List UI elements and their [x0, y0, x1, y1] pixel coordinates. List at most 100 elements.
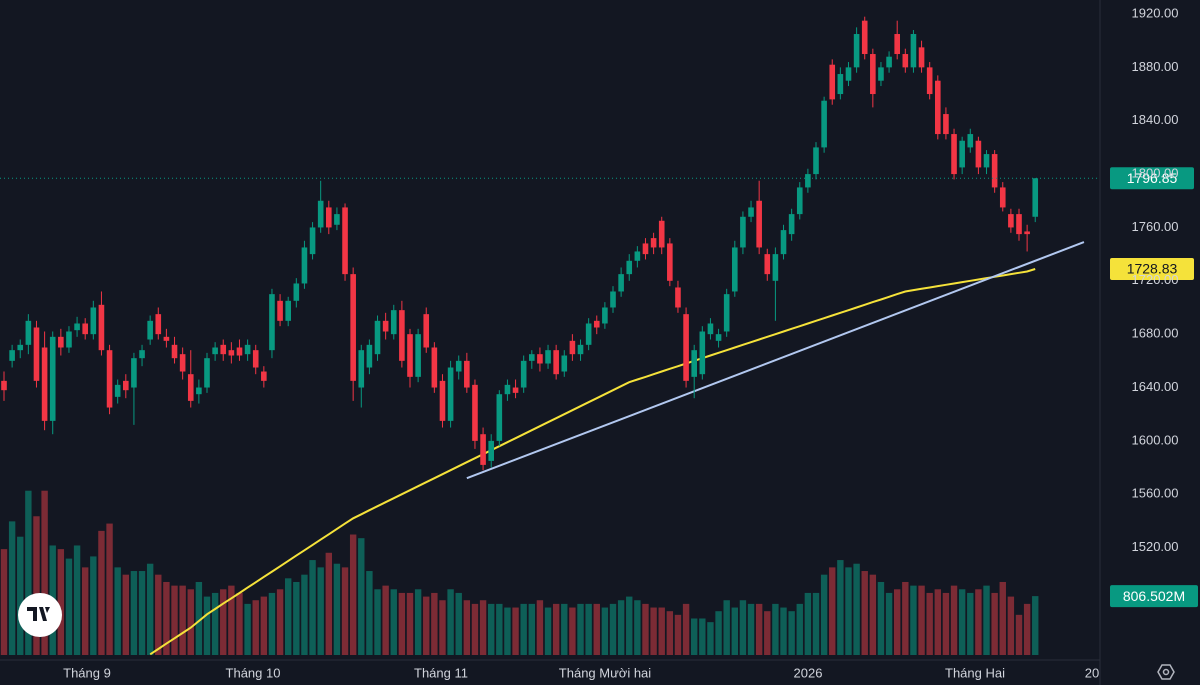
volume-bar	[398, 592, 406, 655]
volume-bar	[569, 607, 576, 655]
candle-body	[593, 320, 600, 328]
volume-bar	[25, 490, 32, 655]
tradingview-logo[interactable]	[18, 593, 62, 637]
trend-line	[466, 241, 1085, 480]
volume-bar	[57, 549, 65, 655]
candle-body	[772, 254, 779, 281]
candle-body	[464, 360, 470, 388]
x-tick-label: Tháng Mười hai	[559, 665, 651, 680]
settings-icon[interactable]	[1157, 664, 1175, 680]
candle-body	[41, 347, 48, 421]
candle-body	[228, 350, 235, 356]
candle-body	[1008, 214, 1014, 228]
volume-bar	[496, 603, 503, 655]
candle-body	[480, 434, 486, 465]
candle-body	[317, 200, 324, 228]
volume-bar	[374, 589, 381, 655]
volume-bar	[796, 603, 803, 655]
volume-bar	[455, 592, 462, 655]
candle-body	[25, 320, 32, 345]
volume-bar	[666, 611, 674, 655]
candle-body	[9, 350, 15, 361]
candle-body	[642, 243, 649, 255]
candle-body	[431, 347, 438, 388]
volume-bar	[155, 574, 162, 655]
volume-bar	[918, 585, 925, 655]
candle-body	[805, 174, 811, 188]
volume-bar	[163, 581, 170, 655]
volume-bar	[674, 614, 682, 655]
volume-bar	[414, 589, 422, 655]
volume-bar	[894, 589, 901, 655]
volume-bar	[41, 490, 48, 655]
volume-bar	[333, 563, 341, 655]
volume-bar	[122, 574, 129, 655]
candle-body	[309, 227, 316, 255]
volume-bar	[325, 552, 332, 655]
candle-body	[975, 140, 982, 168]
volume-bar	[17, 536, 24, 655]
candle-body	[33, 327, 40, 381]
volume-bar	[73, 545, 81, 655]
candle-body	[813, 147, 819, 175]
y-tick-label: 1920.00	[1132, 5, 1179, 20]
candle-body	[155, 314, 162, 335]
volume-bar	[837, 560, 844, 655]
candle-body	[74, 323, 80, 331]
candle-body	[163, 336, 170, 341]
x-tick-label: Tháng 11	[414, 665, 468, 680]
candle-body	[131, 358, 137, 388]
candle-body	[1032, 178, 1039, 217]
volume-bar	[536, 600, 544, 655]
candle-body	[894, 34, 900, 55]
candle-body	[943, 114, 949, 135]
volume-bar	[171, 585, 178, 655]
candle-body	[618, 274, 624, 292]
volume-bar	[650, 607, 657, 655]
volume-bar	[544, 607, 552, 655]
volume-bar	[203, 596, 211, 655]
volume-bar	[358, 538, 365, 655]
volume-bar	[739, 600, 747, 655]
moving-average-line	[149, 268, 1036, 656]
volume-bar	[829, 567, 836, 655]
candle-body	[179, 354, 186, 372]
volume-bar	[431, 592, 438, 655]
volume-bar	[301, 574, 308, 655]
candle-body	[918, 47, 925, 68]
volume-bar	[853, 563, 860, 655]
volume-bar	[268, 592, 276, 655]
volume-bar	[8, 521, 16, 655]
volume-tag	[1110, 585, 1198, 608]
volume-bar	[975, 589, 982, 655]
volume-bar	[382, 585, 389, 655]
volume-bar	[82, 567, 89, 655]
candle-body	[788, 214, 795, 235]
candle-body	[187, 374, 194, 401]
candle-body	[58, 336, 64, 348]
candle-body	[715, 334, 722, 341]
volume-bar	[755, 603, 763, 655]
candle-body	[520, 360, 527, 388]
candle-body	[512, 387, 519, 393]
ma-label: 1728.83	[1127, 261, 1178, 277]
volume-bar	[220, 589, 227, 655]
candle-body	[910, 34, 917, 68]
volume-bar	[877, 581, 885, 655]
y-tick-label: 1840.00	[1132, 112, 1179, 127]
candle-body	[634, 251, 641, 261]
volume-bar	[561, 603, 568, 655]
volume-bar	[731, 607, 738, 655]
candle-body	[447, 367, 454, 421]
volume-bar	[309, 560, 316, 655]
candle-body	[366, 344, 373, 368]
candle-body	[17, 344, 24, 351]
volume-bar	[723, 600, 730, 655]
candle-body	[732, 247, 738, 292]
y-tick-label: 1720.00	[1132, 272, 1179, 287]
candle-body	[439, 380, 446, 421]
candle-body	[1016, 214, 1022, 235]
